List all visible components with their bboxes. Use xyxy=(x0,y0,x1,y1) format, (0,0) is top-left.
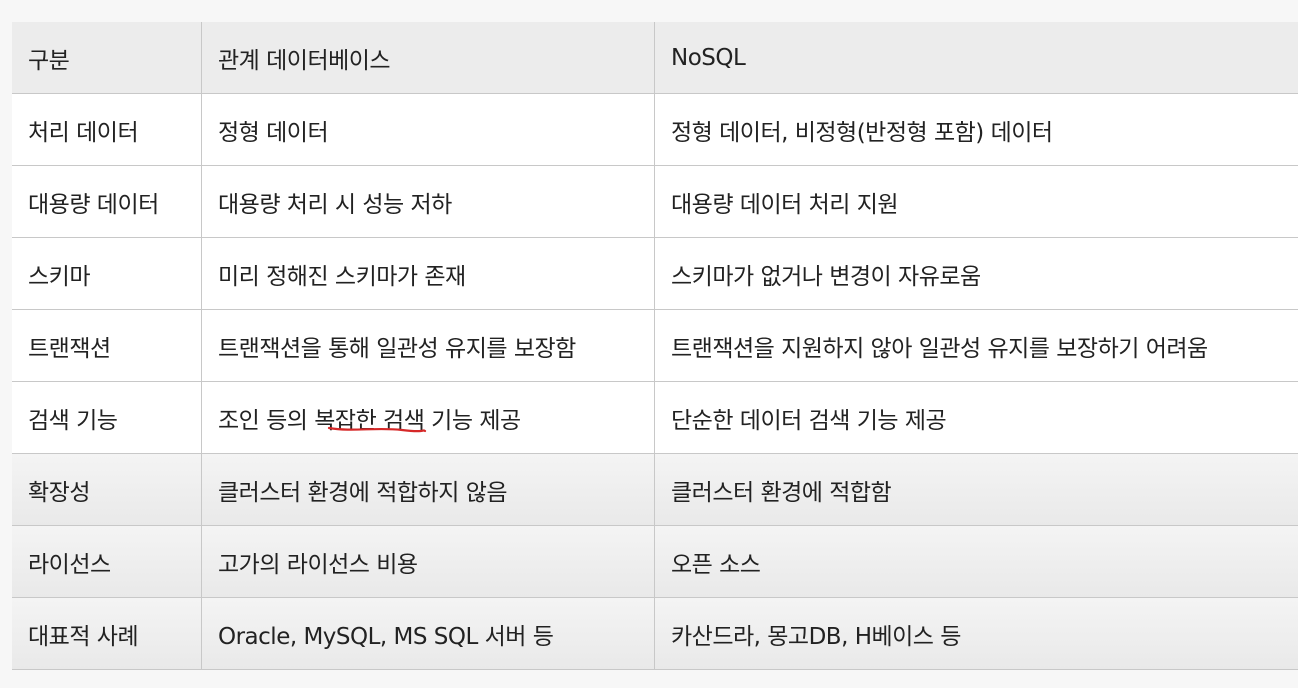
nosql-value: 스키마가 없거나 변경이 자유로움 xyxy=(671,263,981,290)
table-row: 대표적 사례 Oracle, MySQL, MS SQL 서버 등 카산드라, … xyxy=(12,598,1298,670)
comparison-table: 구분 관계 데이터베이스 NoSQL 처리 데이터 정형 데이터 정형 데이터,… xyxy=(12,22,1298,670)
header-relational-db: 관계 데이터베이스 xyxy=(202,22,655,93)
row-label: 확장성 xyxy=(12,454,202,525)
header-category: 구분 xyxy=(12,22,202,93)
nosql-value: 클러스터 환경에 적합함 xyxy=(671,479,892,506)
table-row: 검색 기능 조인 등의 복잡한 검색 기능 제공 단순한 데이터 검색 기능 제… xyxy=(12,382,1298,454)
nosql-value: 카산드라, 몽고DB, H베이스 등 xyxy=(671,623,961,650)
nosql-value: 오픈 소스 xyxy=(671,551,761,578)
relational-value: Oracle, MySQL, MS SQL 서버 등 xyxy=(202,598,655,669)
row-label: 라이선스 xyxy=(12,526,202,597)
nosql-value: 정형 데이터, 비정형(반정형 포함) 데이터 xyxy=(671,119,1053,146)
relational-value: 고가의 라이선스 비용 xyxy=(202,526,655,597)
nosql-value: 트랜잭션을 지원하지 않아 일관성 유지를 보장하기 어려움 xyxy=(671,335,1208,362)
relational-value: 트랜잭션을 통해 일관성 유지를 보장함 xyxy=(202,310,655,381)
table-header-row: 구분 관계 데이터베이스 NoSQL xyxy=(12,22,1298,94)
header-nosql: NoSQL xyxy=(671,44,746,71)
nosql-value: 대용량 데이터 처리 지원 xyxy=(671,191,899,218)
relational-value: 정형 데이터 xyxy=(202,94,655,165)
table-row: 처리 데이터 정형 데이터 정형 데이터, 비정형(반정형 포함) 데이터 xyxy=(12,94,1298,166)
row-label: 대용량 데이터 xyxy=(12,166,202,237)
relational-value: 대용량 처리 시 성능 저하 xyxy=(202,166,655,237)
row-label: 검색 기능 xyxy=(12,382,202,453)
row-label: 대표적 사례 xyxy=(12,598,202,669)
row-label: 스키마 xyxy=(12,238,202,309)
table-row: 라이선스 고가의 라이선스 비용 오픈 소스 xyxy=(12,526,1298,598)
table-row: 트랜잭션 트랜잭션을 통해 일관성 유지를 보장함 트랜잭션을 지원하지 않아 … xyxy=(12,310,1298,382)
table-row: 확장성 클러스터 환경에 적합하지 않음 클러스터 환경에 적합함 xyxy=(12,454,1298,526)
table-row: 대용량 데이터 대용량 처리 시 성능 저하 대용량 데이터 처리 지원 xyxy=(12,166,1298,238)
relational-value: 클러스터 환경에 적합하지 않음 xyxy=(202,454,655,525)
relational-value: 조인 등의 복잡한 검색 기능 제공 xyxy=(202,382,655,453)
nosql-value: 단순한 데이터 검색 기능 제공 xyxy=(671,407,947,434)
row-label: 트랜잭션 xyxy=(12,310,202,381)
row-label: 처리 데이터 xyxy=(12,94,202,165)
table-row: 스키마 미리 정해진 스키마가 존재 스키마가 없거나 변경이 자유로움 xyxy=(12,238,1298,310)
relational-value: 미리 정해진 스키마가 존재 xyxy=(202,238,655,309)
